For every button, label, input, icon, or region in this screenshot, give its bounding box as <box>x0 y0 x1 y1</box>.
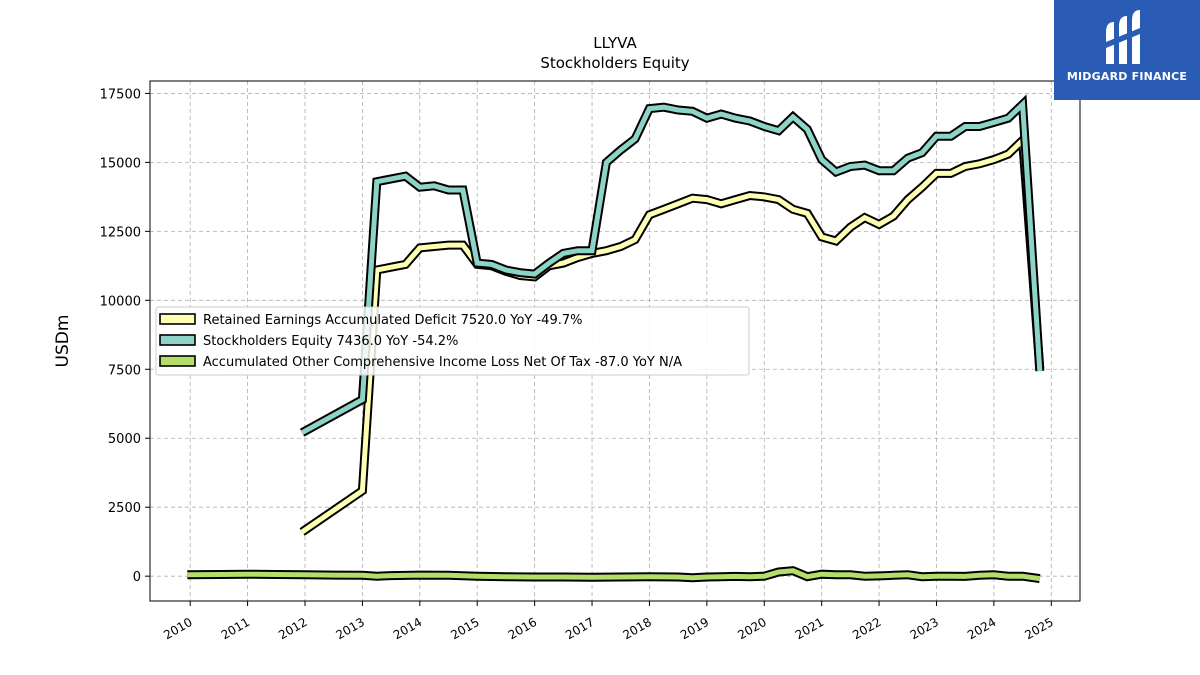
x-tick-label: 2012 <box>276 615 309 642</box>
series-outline-2 <box>299 94 1045 437</box>
y-tick-label: 5000 <box>108 432 141 447</box>
series-line-3 <box>187 568 1041 582</box>
x-tick-label: 2020 <box>735 615 768 642</box>
y-tick-label: 17500 <box>100 87 141 102</box>
x-tick-label: 2025 <box>1022 615 1055 642</box>
x-tick-label: 2019 <box>678 615 711 642</box>
legend-swatch-3 <box>159 355 196 367</box>
x-tick-label: 2018 <box>621 615 654 642</box>
brand-name: MIDGARD FINANCE <box>1066 70 1188 83</box>
legend: Retained Earnings Accumulated Deficit 75… <box>155 306 750 376</box>
y-tick-label: 0 <box>133 570 141 585</box>
x-tick-label: 2021 <box>793 615 826 642</box>
series-line-1 <box>300 134 1043 535</box>
x-tick-label: 2015 <box>448 615 481 642</box>
legend-box <box>155 306 750 376</box>
y-tick-label: 12500 <box>100 225 141 240</box>
x-tick-label: 2013 <box>334 615 367 642</box>
x-tick-label: 2022 <box>850 615 883 642</box>
y-tick-label: 15000 <box>100 156 141 171</box>
x-tick-label: 2014 <box>391 615 424 642</box>
legend-swatch-1 <box>159 313 196 325</box>
legend-label-1: Retained Earnings Accumulated Deficit 75… <box>203 313 582 328</box>
y-axis-label: USDm <box>53 315 73 368</box>
legend-label-2: Stockholders Equity 7436.0 YoY -54.2% <box>203 334 458 349</box>
legend-swatch-2 <box>159 334 196 346</box>
x-tick-label: 2023 <box>908 615 941 642</box>
logo-mark-icon <box>1106 10 1140 64</box>
x-tick-label: 2016 <box>506 615 539 642</box>
y-tick-label: 2500 <box>108 501 141 516</box>
x-tick-label: 2024 <box>965 615 998 642</box>
plot-frame <box>149 80 1081 602</box>
brand-logo: MIDGARD FINANCE <box>1054 0 1200 100</box>
series-line-2 <box>300 98 1043 435</box>
x-tick-label: 2010 <box>161 615 194 642</box>
series-lines <box>187 94 1045 584</box>
chart-subtitle: Stockholders Equity <box>540 54 689 72</box>
legend-label-3: Accumulated Other Comprehensive Income L… <box>203 355 682 370</box>
x-tick-label: 2011 <box>219 615 252 642</box>
x-axis: 2010 2011 2012 2013 2014 2015 2016 2017 2018 2019… <box>161 601 1056 642</box>
x-tick-label: 2017 <box>563 615 596 642</box>
chart-title: LLYVA <box>593 34 637 52</box>
y-tick-label: 7500 <box>108 363 141 378</box>
y-tick-label: 10000 <box>100 294 141 309</box>
y-axis: 0 2500 5000 7500 10000 12500 15000 17500 <box>100 87 150 585</box>
